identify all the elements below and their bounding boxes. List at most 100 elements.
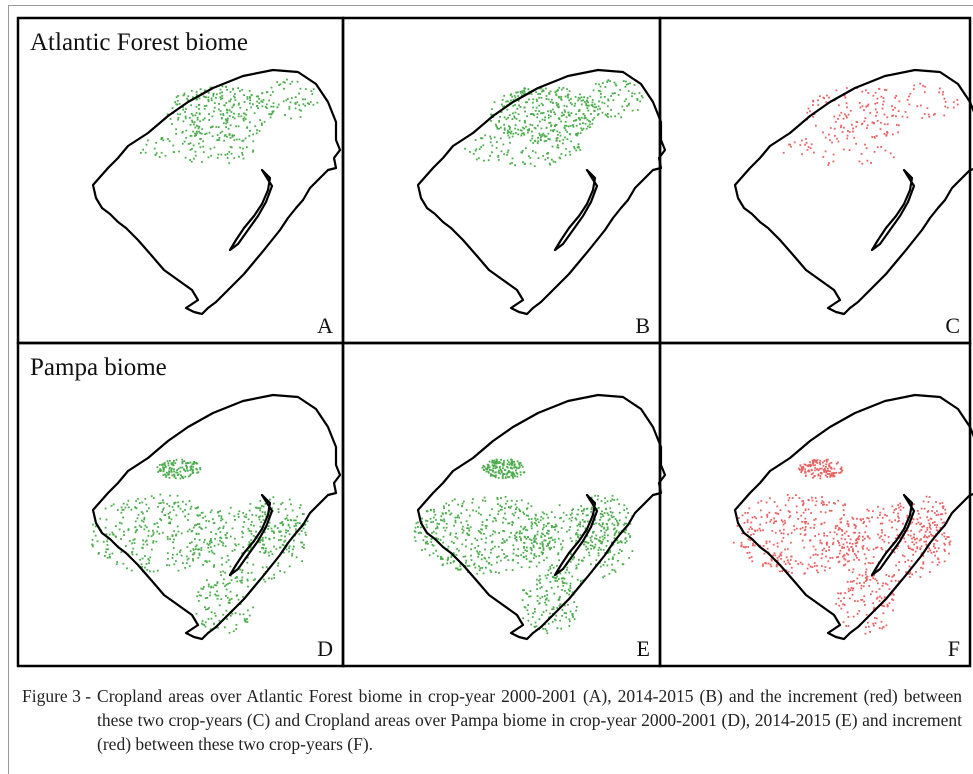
cropland-dot <box>838 141 840 143</box>
cropland-dot <box>538 555 540 557</box>
cropland-dot <box>925 541 927 543</box>
cropland-dot <box>602 523 604 525</box>
cropland-dot <box>882 539 884 541</box>
cropland-dot <box>625 98 627 100</box>
cropland-dot <box>543 559 545 561</box>
cropland-dot <box>625 517 627 519</box>
cropland-dot <box>944 544 946 546</box>
cropland-dot <box>570 537 572 539</box>
cropland-dot <box>157 466 159 468</box>
cropland-dot <box>437 555 439 557</box>
cropland-dot <box>528 518 530 520</box>
cropland-dot <box>490 120 492 122</box>
cropland-dot <box>259 119 261 121</box>
cropland-dot <box>874 137 876 139</box>
cropland-dot <box>790 542 792 544</box>
cropland-dot <box>214 584 216 586</box>
cropland-dot <box>181 555 183 557</box>
cropland-dot <box>197 117 199 119</box>
cropland-dot <box>560 121 562 123</box>
cropland-dot <box>507 135 509 137</box>
cropland-dot <box>292 510 294 512</box>
cropland-dot <box>537 595 539 597</box>
cropland-dot <box>809 461 811 463</box>
cropland-dot <box>922 561 924 563</box>
cropland-dot <box>802 527 804 529</box>
cropland-dot <box>262 515 264 517</box>
cropland-dot <box>905 111 907 113</box>
cropland-dot <box>205 597 207 599</box>
cropland-dot <box>867 622 869 624</box>
cropland-dot <box>515 536 517 538</box>
cropland-dot <box>549 541 551 543</box>
cropland-dot <box>864 120 866 122</box>
cropland-dot <box>837 592 839 594</box>
cropland-dot <box>893 156 895 158</box>
cropland-dot <box>566 531 568 533</box>
cropland-dot <box>907 116 909 118</box>
cropland-dot <box>510 463 512 465</box>
cropland-dot <box>199 539 201 541</box>
cropland-dot <box>297 81 299 83</box>
cropland-dot <box>258 98 260 100</box>
cropland-dot <box>426 526 428 528</box>
cropland-dot <box>205 621 207 623</box>
cropland-dot <box>847 135 849 137</box>
cropland-dot <box>829 557 831 559</box>
cropland-dot <box>607 113 609 115</box>
caption: Figure 3 - Cropland areas over Atlantic … <box>22 684 962 756</box>
cropland-dot <box>267 91 269 93</box>
cropland-dot <box>804 144 806 146</box>
cropland-dot <box>550 101 552 103</box>
cropland-dot <box>744 512 746 514</box>
cropland-dot <box>566 514 568 516</box>
cropland-dot <box>515 92 517 94</box>
cropland-dot <box>178 151 180 153</box>
cropland-dot <box>766 502 768 504</box>
cropland-dot <box>542 544 544 546</box>
cropland-dot <box>494 463 496 465</box>
cropland-dot <box>247 579 249 581</box>
cropland-dot <box>843 555 845 557</box>
cropland-dot <box>516 467 518 469</box>
cropland-dot <box>561 527 563 529</box>
cropland-dot <box>884 114 886 116</box>
cropland-dot <box>190 104 192 106</box>
cropland-dot <box>192 121 194 123</box>
cropland-dot <box>857 613 859 615</box>
cropland-dot <box>629 82 631 84</box>
cropland-dot <box>592 532 594 534</box>
cropland-dot <box>296 101 298 103</box>
cropland-dot <box>749 552 751 554</box>
cropland-dot <box>247 572 249 574</box>
cropland-dot <box>579 149 581 151</box>
cropland-dot <box>896 529 898 531</box>
cropland-dot <box>576 125 578 127</box>
cropland-dot <box>438 523 440 525</box>
cropland-dot <box>821 553 823 555</box>
cropland-dot <box>896 124 898 126</box>
cropland-dot <box>942 502 944 504</box>
cropland-dot <box>553 606 555 608</box>
cropland-dot <box>611 523 613 525</box>
cropland-dot <box>863 582 865 584</box>
cropland-dot <box>503 553 505 555</box>
cropland-dot <box>827 164 829 166</box>
cropland-dot <box>842 505 844 507</box>
cropland-dot <box>853 559 855 561</box>
cropland-dot <box>225 534 227 536</box>
cropland-dot <box>796 512 798 514</box>
cropland-dot <box>223 122 225 124</box>
cropland-dot <box>611 569 613 571</box>
cropland-dot <box>634 93 636 95</box>
cropland-dot <box>805 138 807 140</box>
cropland-dot <box>581 104 583 106</box>
cropland-dot <box>178 570 180 572</box>
cropland-dot <box>169 538 171 540</box>
cropland-dot <box>202 119 204 121</box>
cropland-dot <box>520 526 522 528</box>
cropland-dot <box>106 540 108 542</box>
cropland-dot <box>534 611 536 613</box>
cropland-dot <box>512 118 514 120</box>
cropland-dot <box>939 503 941 505</box>
